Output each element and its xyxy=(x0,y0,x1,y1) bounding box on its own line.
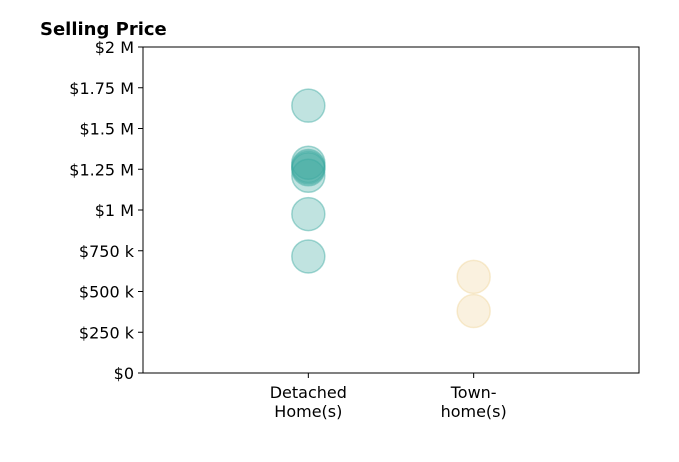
y-tick-label: $750 k xyxy=(79,242,135,261)
data-point xyxy=(291,88,326,123)
chart-title: Selling Price xyxy=(40,19,167,40)
x-tick-label: Detached xyxy=(270,383,347,402)
y-tick-label: $250 k xyxy=(79,323,135,342)
y-tick-label: $0 xyxy=(114,364,134,383)
data-point xyxy=(456,293,491,329)
data-point xyxy=(291,152,326,187)
y-tick-label: $1.25 M xyxy=(69,160,134,179)
data-point xyxy=(291,158,326,194)
y-tick-label: $1.5 M xyxy=(79,120,134,139)
data-point xyxy=(291,145,326,180)
y-tick-label: $2 M xyxy=(95,38,134,57)
y-tick-label: $1.75 M xyxy=(69,79,134,98)
data-point xyxy=(456,259,491,295)
plot-marks xyxy=(291,88,491,329)
plot-frame xyxy=(142,46,640,374)
data-point xyxy=(291,196,326,232)
data-point xyxy=(291,239,326,274)
x-tick-label: Town- xyxy=(450,383,497,402)
x-tick-label: Home(s) xyxy=(274,402,342,421)
y-tick-label: $1 M xyxy=(95,201,134,220)
x-tick-label: home(s) xyxy=(441,402,507,421)
y-tick-label: $500 k xyxy=(79,283,135,302)
y-axis: $0 $250 k $500 k $750 k $1 M $1.25 M $1.5 M $1.… xyxy=(69,38,143,383)
data-point xyxy=(291,148,326,184)
data-point xyxy=(291,150,326,185)
